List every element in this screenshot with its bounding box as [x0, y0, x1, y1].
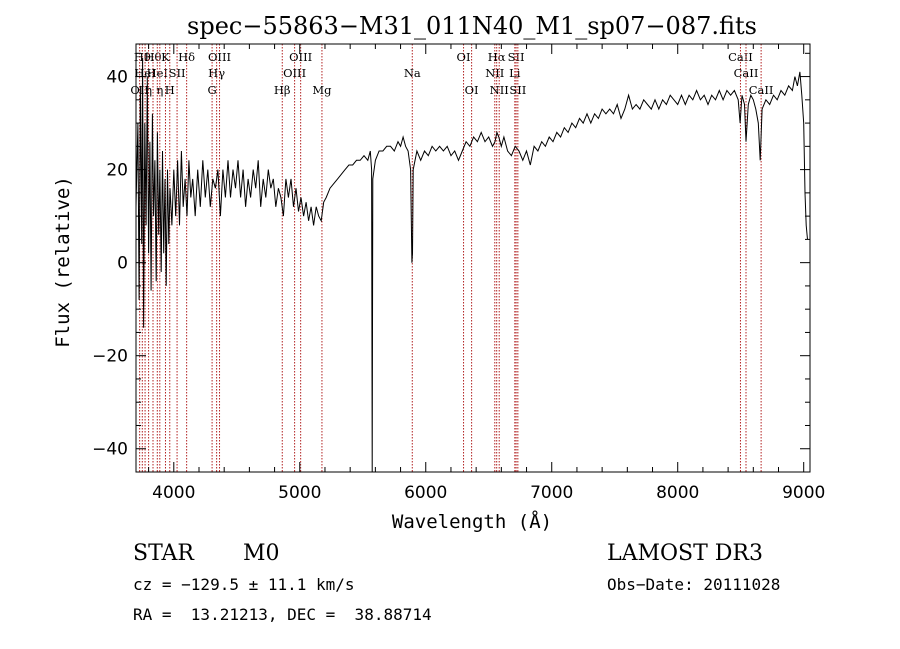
spectral-line-label: Hδ: [178, 50, 195, 64]
spectral-line-label: Na: [404, 66, 421, 80]
spectral-line-label: NII: [485, 66, 504, 80]
y-tick-label: 0: [117, 254, 128, 274]
spectral-line-label: OI: [465, 83, 479, 97]
x-tick-label: 5000: [278, 483, 321, 503]
spectral-line-label: Hβ: [274, 83, 291, 97]
y-tick-label: 20: [106, 161, 128, 181]
spectral-line-label: η: [145, 83, 152, 97]
object-class: STAR: [133, 541, 194, 566]
spectral-line-label: OIII: [289, 50, 312, 64]
spectral-line-label: SII: [508, 50, 525, 64]
spectral-line-label: OIII: [208, 50, 231, 64]
x-axis-label: Wavelength (Å): [392, 510, 552, 533]
spectral-line-label: NII: [490, 83, 509, 97]
spectral-line-label: Hα: [488, 50, 506, 64]
coordinates-readout: RA = 13.21213, DEC = 38.88714: [133, 605, 432, 624]
spectral-line-label: G: [207, 83, 216, 97]
chart-title: spec−55863−M31_011N40_M1_sp07−087.fits: [187, 12, 757, 40]
x-tick-label: 8000: [656, 483, 699, 503]
axis-ticks: 4000 5000 6000 7000 8000 9000 −40 −20 0 20 40: [92, 44, 825, 503]
spectral-line-label: OI: [457, 50, 471, 64]
spectral-line-label: η: [156, 83, 163, 97]
y-tick-label: −20: [92, 347, 128, 367]
flux-series-line: [135, 57, 808, 473]
spectral-line-markers: OIIHθHeIηHθHeIηKHSIIHδGHγOIIIHβOIIIOIIIM…: [130, 44, 773, 472]
spectral-line-label: SII: [169, 66, 186, 80]
plot-frame: [135, 43, 811, 473]
object-subclass: M0: [243, 541, 280, 566]
x-tick-label: 7000: [530, 483, 573, 503]
spectral-line-label: SII: [509, 83, 526, 97]
spectral-line-label: CaII: [728, 50, 753, 64]
spectral-line-label: Hθ: [145, 50, 162, 64]
observation-date: Obs−Date: 20111028: [607, 575, 781, 594]
x-tick-label: 4000: [152, 483, 195, 503]
spectral-line-label: Li: [509, 66, 521, 80]
x-tick-label: 9000: [782, 483, 825, 503]
y-tick-label: 40: [106, 68, 128, 88]
spectral-line-label: OIII: [283, 66, 306, 80]
y-axis-label: Flux (relative): [52, 176, 74, 348]
spectral-line-label: OII: [130, 83, 149, 97]
survey-name: LAMOST DR3: [607, 541, 763, 566]
spectral-line-label: Mg: [312, 83, 332, 97]
spectral-line-label: K: [161, 50, 170, 64]
spectral-line-label: H: [165, 83, 175, 97]
spectral-line-label: CaII: [749, 83, 774, 97]
spectral-line-label: HeI: [147, 66, 168, 80]
spectral-line-label: CaII: [734, 66, 759, 80]
y-tick-label: −40: [92, 440, 128, 460]
spectral-line-label: Hγ: [208, 66, 225, 80]
x-tick-label: 6000: [404, 483, 447, 503]
redshift-readout: cz = −129.5 ± 11.1 km/s: [133, 575, 355, 594]
